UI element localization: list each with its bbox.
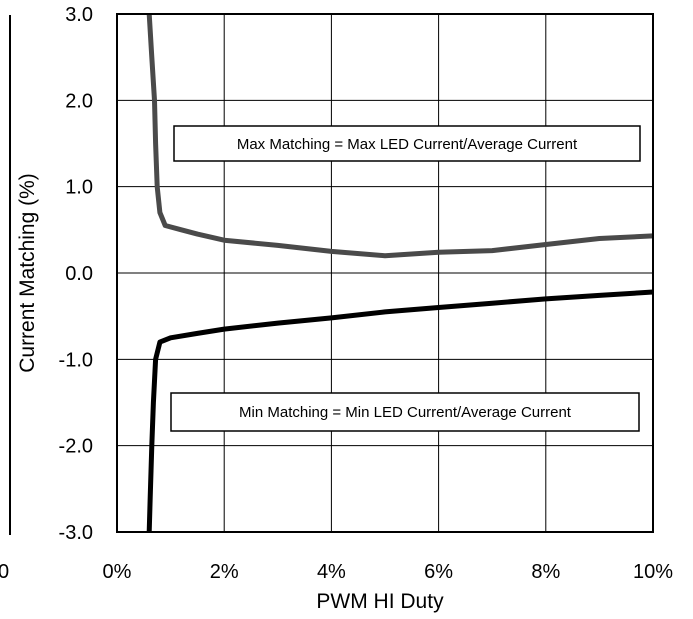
y-tick-label: 2.0 [65,90,93,112]
x-tick-label: 0% [103,561,132,583]
annotation-min: Min Matching = Min LED Current/Average C… [170,392,640,432]
y-tick-label: -3.0 [59,522,93,544]
annotation-max-text: Max Matching = Max LED Current/Average C… [237,136,578,153]
y-tick-labels: 3.0 2.0 1.0 0.0 -1.0 -2.0 -3.0 [59,4,93,544]
series-group [146,13,654,533]
series-line-max [146,13,654,259]
series-line-min [146,289,654,533]
x-tick-label: 8% [531,561,560,583]
gridlines [117,14,653,532]
y-axis-title: Current Matching (%) [16,173,39,373]
y-tick-label: -1.0 [59,349,93,371]
y-tick-label: 3.0 [65,4,93,26]
clipped-axis-label: 0 [0,561,9,583]
x-tick-label: 4% [317,561,346,583]
annotation-min-box [170,392,640,432]
x-axis-title: PWM HI Duty [316,590,444,613]
y-tick-label: 1.0 [65,177,93,199]
x-tick-label: 6% [424,561,453,583]
x-tick-label: 2% [210,561,239,583]
annotation-max: Max Matching = Max LED Current/Average C… [173,125,641,162]
annotation-max-box [173,125,641,162]
x-tick-labels: 0% 2% 4% 6% 8% 10% [103,561,674,583]
y-tick-label: -2.0 [59,436,93,458]
annotation-min-text: Min Matching = Min LED Current/Average C… [239,404,572,421]
x-tick-label: 10% [633,561,673,583]
y-tick-label: 0.0 [65,263,93,285]
plot-area-border [116,13,654,533]
